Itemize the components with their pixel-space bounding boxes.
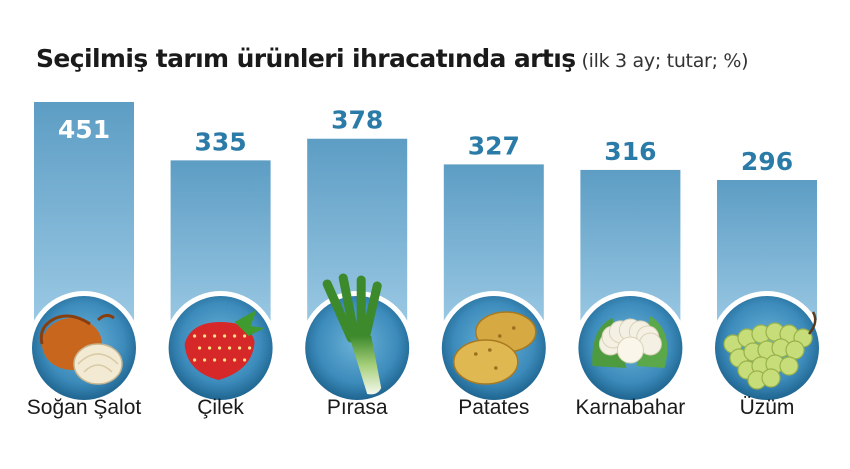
leek-icon: [300, 273, 415, 405]
icons-layer: [27, 273, 824, 405]
bars-layer: [34, 102, 817, 340]
potato-icon: [436, 291, 551, 405]
value-label-3: 327: [468, 131, 520, 160]
strawberry-icon: [163, 291, 278, 405]
value-label-0: 451: [58, 115, 110, 144]
category-label-4: Karnabahar: [576, 396, 686, 419]
chart-title: Seçilmiş tarım ürünleri ihracatında artı…: [36, 44, 749, 73]
chart-subtitle: (ilk 3 ay; tutar; %): [581, 50, 749, 72]
category-label-2: Pırasa: [327, 396, 388, 419]
category-label-1: Çilek: [197, 396, 244, 419]
labels-layer: 451 Soğan Şalot 335 Çilek 378 Pırasa 327 Patate…: [27, 106, 795, 419]
value-label-4: 316: [604, 137, 656, 166]
onion-icon: [27, 291, 141, 405]
cauliflower-icon: [573, 291, 688, 405]
value-label-2: 378: [331, 106, 383, 135]
category-label-5: Üzüm: [740, 396, 795, 419]
category-label-3: Patates: [458, 396, 529, 419]
chart-title-main: Seçilmiş tarım ürünleri ihracatında artı…: [36, 44, 576, 73]
category-label-0: Soğan Şalot: [27, 396, 142, 419]
value-label-1: 335: [195, 127, 247, 156]
value-label-5: 296: [741, 147, 793, 176]
grape-icon: [710, 291, 824, 405]
